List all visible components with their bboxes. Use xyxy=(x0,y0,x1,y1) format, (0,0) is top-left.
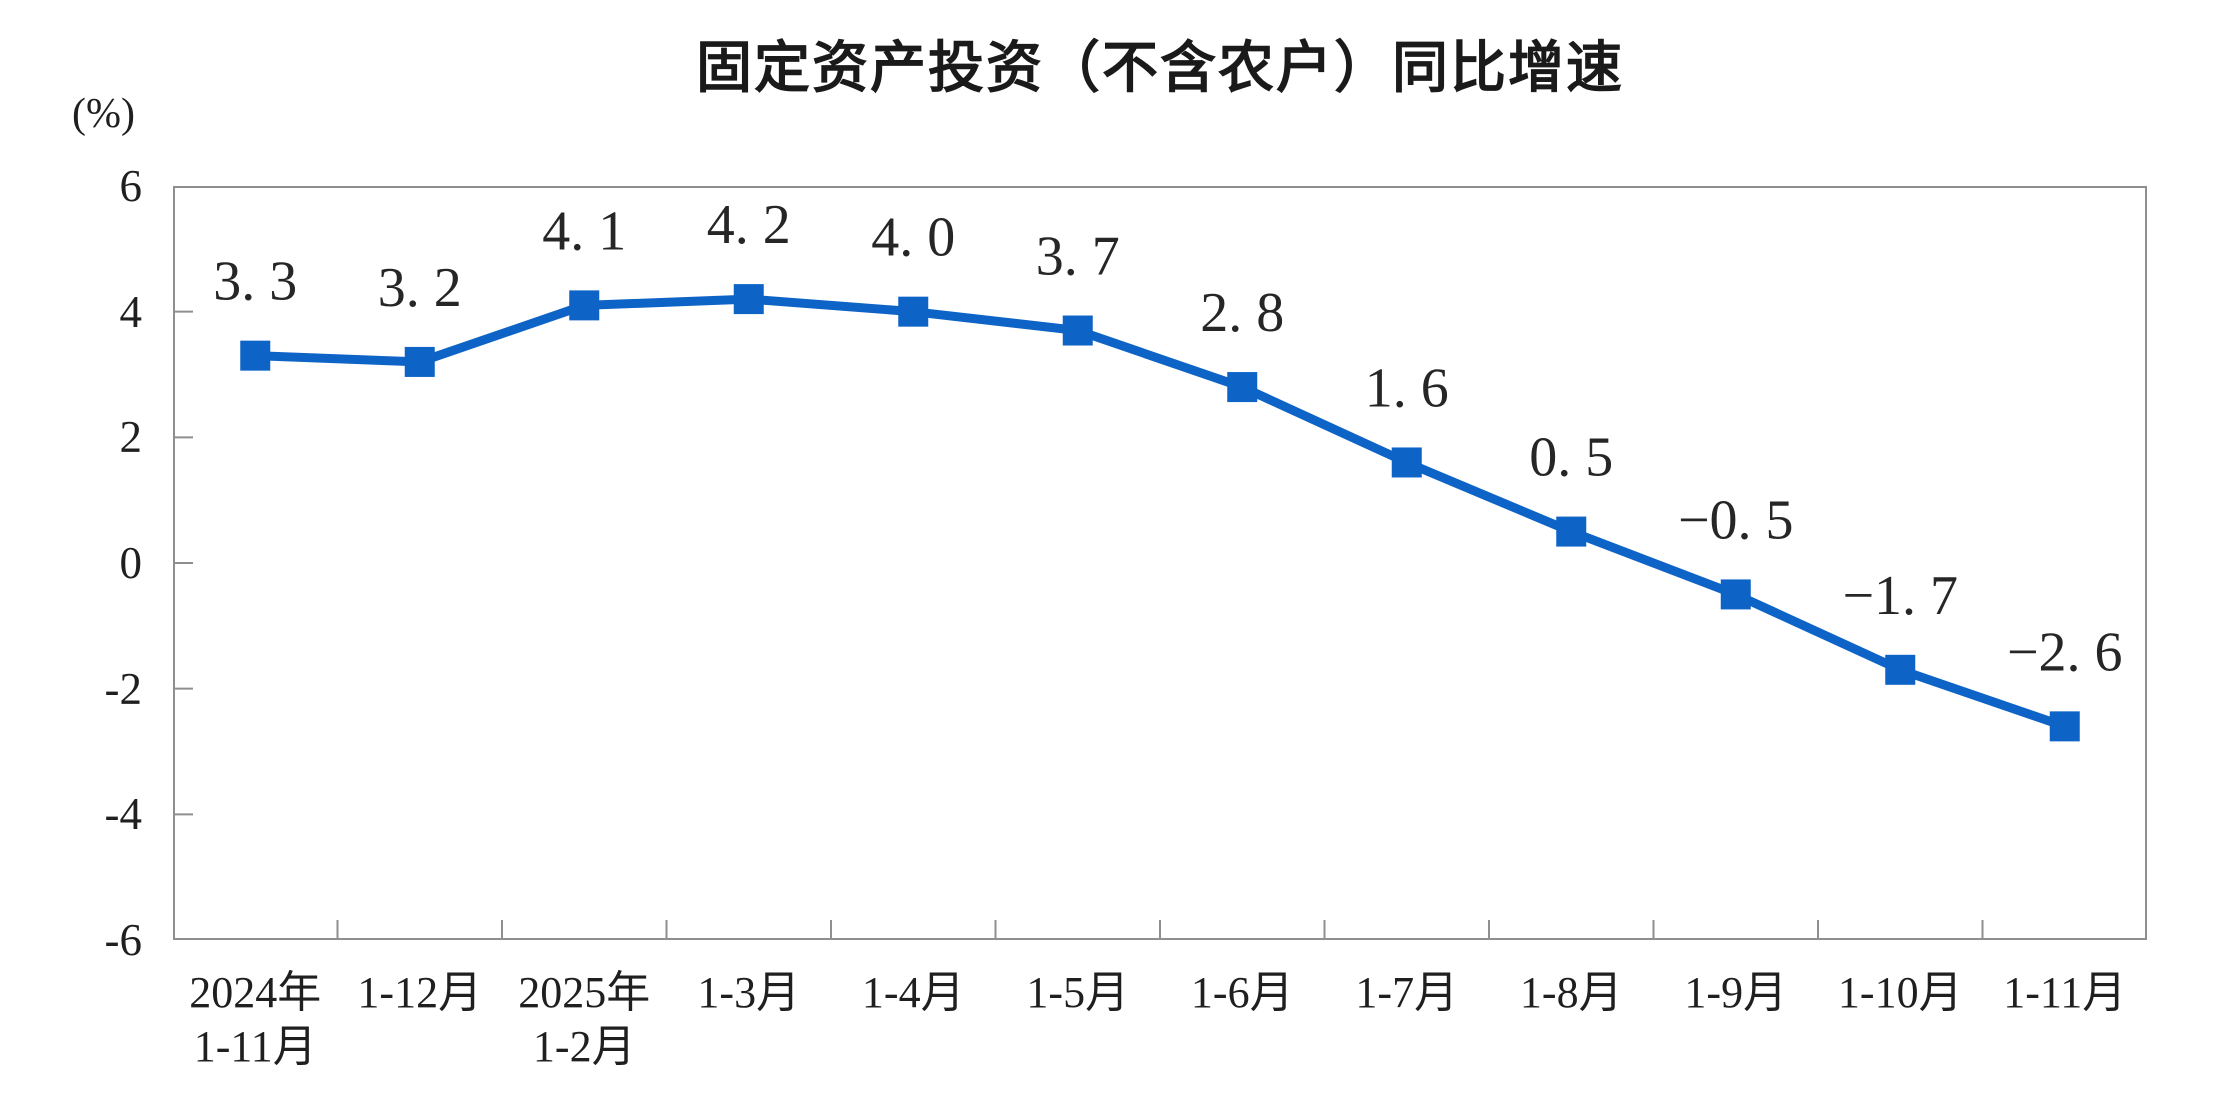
x-tick-label: 1-4月 xyxy=(831,966,996,1020)
x-tick-label-line: 1-5月 xyxy=(1026,968,1130,1017)
data-point-marker xyxy=(404,346,435,377)
data-point-label: 3. 3 xyxy=(213,251,297,313)
x-tick-label-line: 1-7月 xyxy=(1355,968,1459,1017)
data-point-label: 2. 8 xyxy=(1200,282,1284,344)
x-tick-label-line: 1-9月 xyxy=(1684,968,1788,1017)
x-tick-label-line: 2025年 xyxy=(518,968,651,1017)
x-tick-label-line: 1-6月 xyxy=(1190,968,1294,1017)
chart-title: 固定资产投资（不含农户）同比增速 xyxy=(696,36,1624,99)
x-tick-label: 1-5月 xyxy=(996,966,1161,1020)
data-point-marker xyxy=(2049,711,2080,742)
data-point-marker xyxy=(733,284,764,315)
x-tick-label-line: 1-11月 xyxy=(193,1022,317,1071)
x-tick-label-line: 1-4月 xyxy=(861,968,965,1017)
data-point-label: 0. 5 xyxy=(1529,427,1613,489)
data-point-label: 4. 0 xyxy=(871,207,955,269)
data-point-marker xyxy=(1885,654,1916,685)
x-tick-label: 1-11月 xyxy=(1983,966,2148,1020)
y-tick-label: -2 xyxy=(104,663,143,714)
data-point-label: 3. 7 xyxy=(1036,226,1120,288)
data-point-marker xyxy=(1227,372,1258,403)
x-tick-label-line: 1-11月 xyxy=(2003,968,2127,1017)
data-point-marker xyxy=(1556,516,1587,547)
data-point-label: −2. 6 xyxy=(2007,621,2123,683)
data-point-label: 1. 6 xyxy=(1365,357,1449,419)
x-tick-label-line: 1-8月 xyxy=(1519,968,1623,1017)
y-tick-label: 6 xyxy=(119,161,143,211)
plot-border xyxy=(173,186,2147,940)
data-point-marker xyxy=(240,340,271,371)
data-point-label: −1. 7 xyxy=(1842,565,1958,627)
series-line xyxy=(255,294,2067,731)
y-axis-unit-label: (%) xyxy=(72,91,135,137)
y-tick-label: -6 xyxy=(104,915,143,965)
y-tick-label: 4 xyxy=(119,286,143,337)
line-series-svg: 3. 3 3. 2 4. 1 4. 2 4. 0 3. 7 2. 8 1. 6 0. 5 −0. … xyxy=(173,186,2147,940)
y-tick-label: 0 xyxy=(119,538,143,588)
x-tick-label-line: 2024年 xyxy=(189,968,322,1017)
data-point-label: 4. 1 xyxy=(542,200,626,262)
data-point-marker xyxy=(1720,579,1751,610)
x-tick-label: 1-9月 xyxy=(1654,966,1819,1020)
plot-area: 3. 3 3. 2 4. 1 4. 2 4. 0 3. 7 2. 8 1. 6 0. 5 −0. … xyxy=(173,186,2147,940)
x-tick-label-line: 1-3月 xyxy=(697,968,801,1017)
data-point-marker xyxy=(898,296,929,327)
data-point-label: 4. 2 xyxy=(707,194,791,256)
x-tick-label: 1-7月 xyxy=(1325,966,1490,1020)
x-tick-label: 1-12月 xyxy=(338,966,503,1020)
x-tick-label-line: 1-10月 xyxy=(1837,968,1963,1017)
x-tick-label: 1-6月 xyxy=(1160,966,1325,1020)
x-tick-label: 2024年 1-11月 xyxy=(173,966,338,1074)
x-tick-label-line: 1-12月 xyxy=(357,968,483,1017)
x-tick-label: 1-10月 xyxy=(1818,966,1983,1020)
data-point-marker xyxy=(1391,447,1422,478)
x-tick-label-line: 1-2月 xyxy=(532,1022,636,1071)
data-point-label: 3. 2 xyxy=(378,257,462,319)
data-point-marker xyxy=(1062,315,1093,346)
data-point-label: −0. 5 xyxy=(1678,489,1794,551)
x-tick-label: 1-8月 xyxy=(1489,966,1654,1020)
y-tick-label: 2 xyxy=(119,412,143,463)
x-tick-label: 2025年 1-2月 xyxy=(502,966,667,1074)
x-tick-label: 1-3月 xyxy=(667,966,832,1020)
y-tick-label: -4 xyxy=(104,789,143,840)
data-point-marker xyxy=(569,290,600,321)
